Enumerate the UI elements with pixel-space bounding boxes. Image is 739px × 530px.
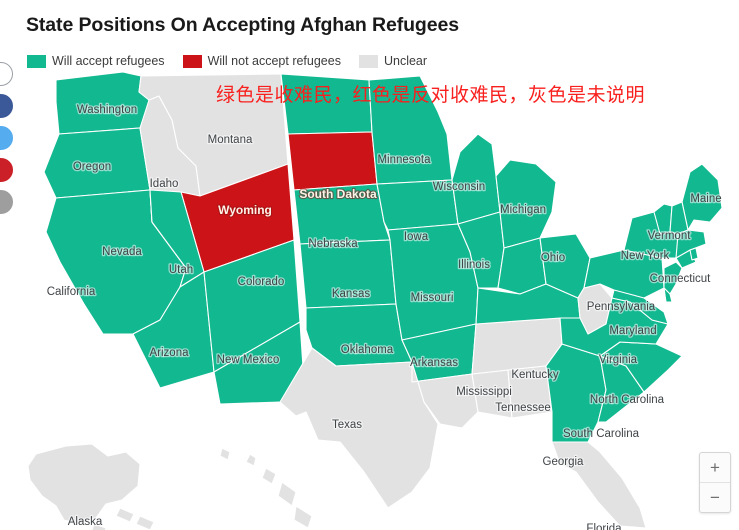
state-label-maryland: Maryland: [609, 325, 656, 337]
state-label-michigan: Michigan: [500, 204, 546, 216]
state-label-south-dakota: South Dakota: [299, 187, 377, 201]
state-label-nevada: Nevada: [102, 246, 142, 258]
state-label-washington: Washington: [77, 104, 137, 116]
legend-swatch-unclear: [358, 54, 378, 68]
state-label-wyoming: Wyoming: [218, 203, 272, 217]
island-shape-0: [245, 453, 257, 467]
state-label-illinois: Illinois: [458, 259, 490, 271]
state-label-nebraska: Nebraska: [308, 238, 358, 250]
social-share-rail: [0, 62, 13, 214]
state-florida[interactable]: [551, 441, 647, 529]
legend-item-accept: Will accept refugees: [27, 54, 165, 68]
island-shape-5: [135, 515, 155, 530]
state-label-alaska: Alaska: [68, 516, 103, 528]
state-south-dakota[interactable]: [287, 131, 378, 191]
share-pinterest-button[interactable]: [0, 158, 13, 182]
state-label-connecticut: Connecticut: [650, 273, 712, 285]
legend-label-unclear: Unclear: [383, 54, 428, 68]
state-wisconsin[interactable]: [451, 133, 501, 225]
state-label-idaho: Idaho: [150, 178, 179, 190]
legend: Will accept refugees Will not accept ref…: [27, 54, 427, 68]
state-label-minnesota: Minnesota: [377, 154, 431, 166]
island-shape-4: [115, 507, 135, 523]
state-label-missouri: Missouri: [411, 292, 454, 304]
state-label-pennsylvania: Pennsylvania: [587, 301, 656, 313]
state-label-oregon: Oregon: [73, 161, 111, 173]
state-label-iowa: Iowa: [404, 231, 429, 243]
state-michigan[interactable]: [495, 159, 557, 249]
state-missouri[interactable]: [387, 223, 479, 341]
chinese-annotation-text: 绿色是收难民，红色是反对收难民，灰色是未说明: [216, 85, 646, 106]
state-delaware[interactable]: [663, 287, 673, 303]
legend-label-refuse: Will not accept refugees: [207, 54, 341, 68]
state-nebraska[interactable]: [293, 183, 391, 245]
state-label-texas: Texas: [332, 419, 362, 431]
state-label-montana: Montana: [208, 134, 253, 146]
state-texas[interactable]: [279, 347, 439, 509]
state-alaska[interactable]: [27, 443, 141, 525]
state-label-north-carolina: North Carolina: [590, 394, 665, 406]
state-label-arkansas: Arkansas: [410, 357, 458, 369]
state-label-georgia: Georgia: [543, 456, 585, 468]
state-label-florida: Florida: [586, 523, 622, 530]
state-washington[interactable]: [55, 72, 150, 135]
legend-item-unclear: Unclear: [358, 54, 428, 68]
state-label-utah: Utah: [169, 264, 193, 276]
share-facebook-button[interactable]: [0, 94, 13, 118]
page-title: State Positions On Accepting Afghan Refu…: [26, 14, 459, 36]
state-label-new-york: New York: [621, 250, 670, 262]
state-label-wisconsin: Wisconsin: [433, 181, 485, 193]
state-label-arizona: Arizona: [150, 347, 190, 359]
state-shapes-group: [27, 72, 723, 530]
state-montana[interactable]: [138, 73, 289, 197]
island-shape-2: [277, 481, 297, 507]
share-generic-button[interactable]: [0, 62, 13, 86]
state-label-oklahoma: Oklahoma: [341, 344, 394, 356]
zoom-out-button[interactable]: −: [710, 487, 720, 507]
island-shape-3: [293, 505, 313, 529]
state-label-maine: Maine: [690, 193, 721, 205]
island-shape-6: [91, 523, 107, 530]
share-twitter-button[interactable]: [0, 126, 13, 150]
zoom-in-button[interactable]: +: [700, 453, 730, 483]
legend-swatch-refuse: [182, 54, 202, 68]
share-email-button[interactable]: [0, 190, 13, 214]
state-label-kentucky: Kentucky: [511, 369, 559, 381]
state-label-colorado: Colorado: [238, 276, 285, 288]
state-label-california: California: [47, 286, 96, 298]
state-label-vermont: Vermont: [648, 230, 692, 242]
state-labels-group: Washington Oregon California Nevada Idaho Mon…: [45, 103, 723, 530]
state-label-new-mexico: New Mexico: [217, 354, 280, 366]
state-label-south-carolina: South Carolina: [563, 428, 640, 440]
island-shape-1: [261, 467, 277, 485]
state-maine[interactable]: [681, 163, 723, 231]
state-label-tennessee: Tennessee: [495, 402, 551, 414]
us-map-svg[interactable]: Washington Oregon California Nevada Idaho Mon…: [0, 72, 739, 530]
state-hawaii[interactable]: [219, 447, 231, 461]
legend-label-accept: Will accept refugees: [52, 54, 165, 68]
state-rhode-island[interactable]: [689, 247, 699, 261]
legend-swatch-accept: [27, 54, 46, 68]
state-label-ohio: Ohio: [541, 252, 565, 264]
state-label-mississippi: Mississippi: [456, 386, 512, 398]
us-choropleth-map[interactable]: Washington Oregon California Nevada Idaho Mon…: [0, 72, 739, 530]
legend-item-refuse: Will not accept refugees: [182, 54, 341, 68]
map-zoom-control[interactable]: + −: [699, 452, 731, 513]
state-label-kansas: Kansas: [332, 288, 371, 300]
state-label-virginia: Virginia: [599, 354, 638, 366]
